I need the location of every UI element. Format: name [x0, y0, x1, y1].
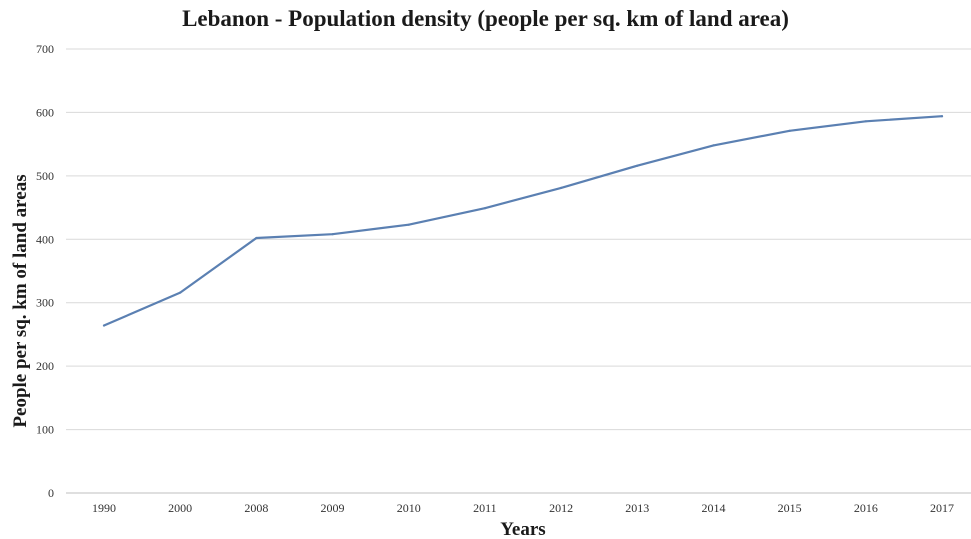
- x-tick-label: 1990: [92, 501, 116, 515]
- y-tick-label: 100: [36, 423, 54, 437]
- series-layer: [102, 115, 944, 327]
- y-tick-label: 200: [36, 359, 54, 373]
- data-point: [407, 223, 410, 226]
- x-axis-ticks: 1990 2000 2008 2009 2010 2011 2012 2013 2014 2015…: [92, 501, 954, 515]
- data-point: [940, 115, 944, 118]
- x-tick-label: 2013: [625, 501, 649, 515]
- x-tick-label: 2016: [854, 501, 878, 515]
- data-point: [179, 291, 182, 294]
- chart-title: Lebanon - Population density (people per…: [182, 6, 789, 31]
- data-point: [255, 236, 258, 240]
- y-tick-label: 300: [36, 296, 54, 310]
- x-tick-label: 2012: [549, 501, 573, 515]
- x-tick-label: 2010: [397, 501, 421, 515]
- data-point: [636, 164, 639, 167]
- series-line-0: [102, 115, 944, 327]
- x-tick-label: 2017: [930, 501, 954, 515]
- x-tick-label: 2008: [244, 501, 268, 515]
- y-tick-label: 600: [36, 105, 54, 119]
- y-tick-label: 400: [36, 232, 54, 246]
- y-tick-label: 0: [48, 486, 54, 500]
- x-tick-label: 2000: [168, 501, 192, 515]
- data-point: [712, 144, 715, 147]
- data-point: [483, 207, 487, 210]
- data-point: [864, 120, 867, 123]
- x-tick-label: 2011: [473, 501, 497, 515]
- y-tick-label: 500: [36, 169, 54, 183]
- data-point: [788, 129, 791, 132]
- data-point: [102, 324, 106, 327]
- y-axis-ticks: 0 100 200 300 400 500 600 700: [36, 42, 54, 500]
- gridlines: [66, 48, 971, 494]
- x-axis-title: Years: [500, 519, 545, 539]
- y-tick-label: 700: [36, 42, 54, 56]
- x-tick-label: 2015: [778, 501, 802, 515]
- y-axis-title: People per sq. km of land areas: [10, 174, 31, 427]
- data-point: [331, 233, 334, 236]
- x-tick-label: 2014: [701, 501, 725, 515]
- data-point: [559, 186, 563, 190]
- x-tick-label: 2009: [321, 501, 345, 515]
